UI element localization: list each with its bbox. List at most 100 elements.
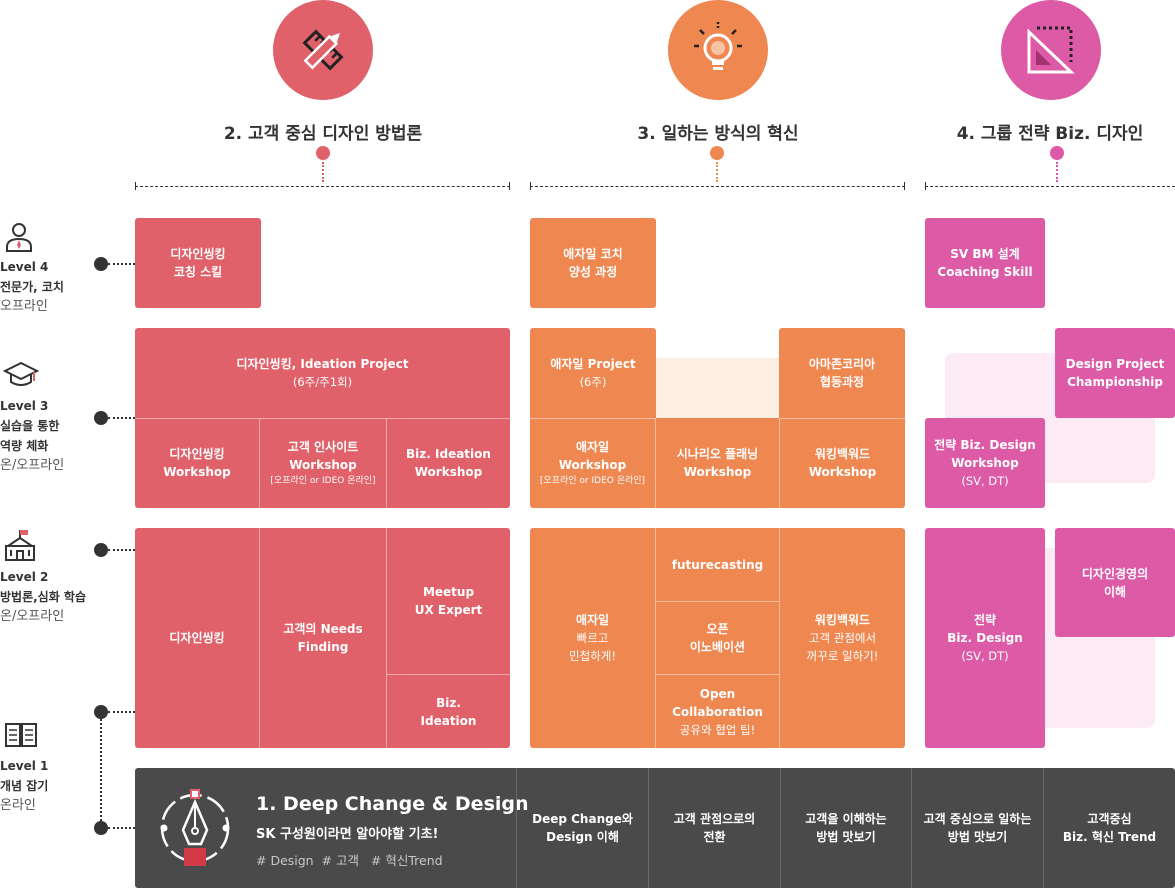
cell-line: Deep Change와: [532, 812, 633, 826]
cell-line: Design 이해: [546, 830, 619, 844]
box-sub: 공유와 협업 팁!: [679, 722, 756, 737]
l2-open-innovation[interactable]: 오픈 이노베이션: [656, 602, 779, 674]
l2-red-block: [135, 528, 510, 748]
l2-meetup-ux-expert[interactable]: Meetup UX Expert: [387, 528, 510, 674]
school-icon: [4, 530, 36, 561]
l3-customer-insight-workshop[interactable]: 고객 인사이트 Workshop [오프라인 or IDEO 온라인]: [260, 418, 386, 508]
box-line: Workshop: [163, 465, 231, 479]
box-line: 애자일: [575, 440, 610, 454]
l2-working-backward[interactable]: 워킹백워드 고객 관점에서 꺼꾸로 일하기!: [780, 528, 905, 748]
column-range-line: [135, 186, 510, 187]
level-4-label: Level 4 전문가, 코치 오프라인: [0, 257, 110, 317]
box-line: 양성 과정: [568, 265, 618, 279]
l3-biz-ideation-workshop[interactable]: Biz. Ideation Workshop: [387, 418, 510, 508]
level-number: Level 3: [0, 399, 49, 413]
separator: [655, 601, 779, 602]
l2-orange-block: [530, 528, 905, 748]
separator: [530, 418, 656, 419]
level-mode: 오프라인: [0, 299, 48, 314]
box-line: 애자일 코치: [563, 247, 623, 261]
l2-futurecasting[interactable]: futurecasting: [656, 528, 779, 601]
box-title: 워킹백워드: [814, 613, 871, 627]
tick: [904, 182, 905, 190]
pin-line: [322, 162, 324, 182]
l2-customer-needs-finding[interactable]: 고객의 Needs Finding: [260, 528, 386, 748]
l2-design-management[interactable]: 디자인경영의 이해: [1055, 528, 1175, 637]
box-line: 고객 인사이트: [287, 440, 359, 454]
cell-line: 전환: [703, 830, 726, 844]
box-sub: 빠르고: [576, 631, 609, 645]
box-line: Workshop: [414, 465, 483, 479]
l1-title: 1. Deep Change & Design: [256, 793, 529, 815]
l3-design-project-championship[interactable]: Design Project Championship: [1055, 328, 1175, 418]
separator: [259, 418, 260, 508]
level-name: 실습을 통한: [0, 419, 60, 433]
level-1-dot-top: [94, 705, 108, 719]
l3-agile-workshop[interactable]: 애자일 Workshop [오프라인 or IDEO 온라인]: [530, 418, 655, 508]
column-range-line: [530, 186, 905, 187]
column-icon-circle-work: [668, 0, 768, 100]
lightbulb-icon: [694, 22, 742, 70]
l1-deep-change-design[interactable]: Deep Change와 Design 이해: [516, 768, 648, 888]
connector: [100, 719, 102, 821]
column-icon-circle-strategy: [1001, 0, 1101, 100]
l2-strategy-biz-design[interactable]: 전략 Biz. Design (SV, DT): [925, 528, 1045, 748]
box-line: 고객의 Needs: [283, 622, 363, 636]
level-mode: 온라인: [0, 798, 36, 813]
box-line: 디자인씽킹: [169, 631, 225, 645]
box-sub: (6주): [579, 375, 607, 389]
box-line: Biz. Design: [947, 631, 1023, 645]
column-range-line: [925, 186, 1175, 187]
l1-customer-centric-work[interactable]: 고객 중심으로 일하는 방법 맛보기: [911, 768, 1043, 888]
l2-open-collaboration[interactable]: Open Collaboration 공유와 협업 팁!: [656, 675, 779, 748]
l4-agile-coach[interactable]: 애자일 코치 양성 과정: [530, 218, 656, 308]
connector: [108, 827, 135, 829]
box-line: 전략: [973, 613, 997, 627]
level-1-dot-bottom: [94, 821, 108, 835]
box-line: 디자인씽킹: [170, 247, 226, 261]
box-line: Finding: [297, 640, 349, 654]
box-line: 전략 Biz. Design: [934, 438, 1036, 452]
box-line: 코칭 스킬: [173, 265, 223, 279]
level-3-dot: [94, 411, 108, 425]
l3-agile-project[interactable]: 애자일 Project (6주): [530, 328, 656, 418]
box-sub: 민첩하게!: [569, 649, 616, 663]
l2-biz-ideation[interactable]: Biz. Ideation: [387, 675, 510, 748]
l1-tags: # Design # 고객 # 혁신Trend: [256, 853, 443, 868]
cell-line: 고객을 이해하는: [805, 812, 887, 826]
separator: [655, 528, 656, 748]
level-name: 방법론,심화 학습: [0, 590, 87, 604]
person-icon: [6, 223, 32, 252]
l1-customer-perspective[interactable]: 고객 관점으로의 전환: [648, 768, 780, 888]
level-number: Level 4: [0, 260, 49, 274]
box-sub: [오프라인 or IDEO 온라인]: [270, 476, 376, 486]
separator: [655, 674, 779, 675]
cell-line: Biz. 혁신 Trend: [1062, 830, 1157, 844]
l2-agile[interactable]: 애자일 빠르고 민첩하게!: [530, 528, 655, 748]
l3-strategy-biz-design-workshop[interactable]: 전략 Biz. Design Workshop (SV, DT): [925, 418, 1045, 508]
box-line: 아마존코리아: [808, 357, 876, 371]
l3-scenario-planning-workshop[interactable]: 시나리오 플래닝 Workshop: [656, 418, 779, 508]
box-line: Workshop: [289, 458, 357, 472]
l3-amazon-korea[interactable]: 아마존코리아 협동과정: [779, 328, 905, 418]
level-number: Level 1: [0, 759, 49, 773]
level-name: 전문가, 코치: [0, 280, 64, 294]
l1-understanding-customer[interactable]: 고객을 이해하는 방법 맛보기: [780, 768, 911, 888]
l3-working-backward-workshop[interactable]: 워킹백워드 Workshop: [780, 418, 905, 508]
l2-design-thinking[interactable]: 디자인씽킹: [135, 528, 259, 748]
box-sub: [오프라인 or IDEO 온라인]: [539, 476, 646, 486]
column-pin-strategy: [1050, 146, 1064, 160]
connector: [108, 417, 135, 419]
box-sub: 고객 관점에서: [808, 631, 877, 645]
l4-sv-bm-design[interactable]: SV BM 설계 Coaching Skill: [925, 218, 1045, 308]
l4-design-thinking-coaching[interactable]: 디자인씽킹 코칭 스킬: [135, 218, 261, 308]
box-line: Biz.: [436, 695, 461, 710]
l3-ideation-project[interactable]: 디자인씽킹, Ideation Project (6주/주1회): [135, 328, 510, 418]
box-line: 워킹백워드: [814, 447, 871, 461]
separator: [386, 418, 387, 508]
level-mode: 온/오프라인: [0, 609, 65, 624]
l1-subtitle: SK 구성원이라면 알아야할 기초!: [256, 827, 439, 842]
cell-line: 고객 중심으로 일하는: [923, 812, 1032, 826]
l1-biz-innovation-trend[interactable]: 고객중심 Biz. 혁신 Trend: [1043, 768, 1175, 888]
l3-design-thinking-workshop[interactable]: 디자인씽킹 Workshop: [135, 418, 259, 508]
